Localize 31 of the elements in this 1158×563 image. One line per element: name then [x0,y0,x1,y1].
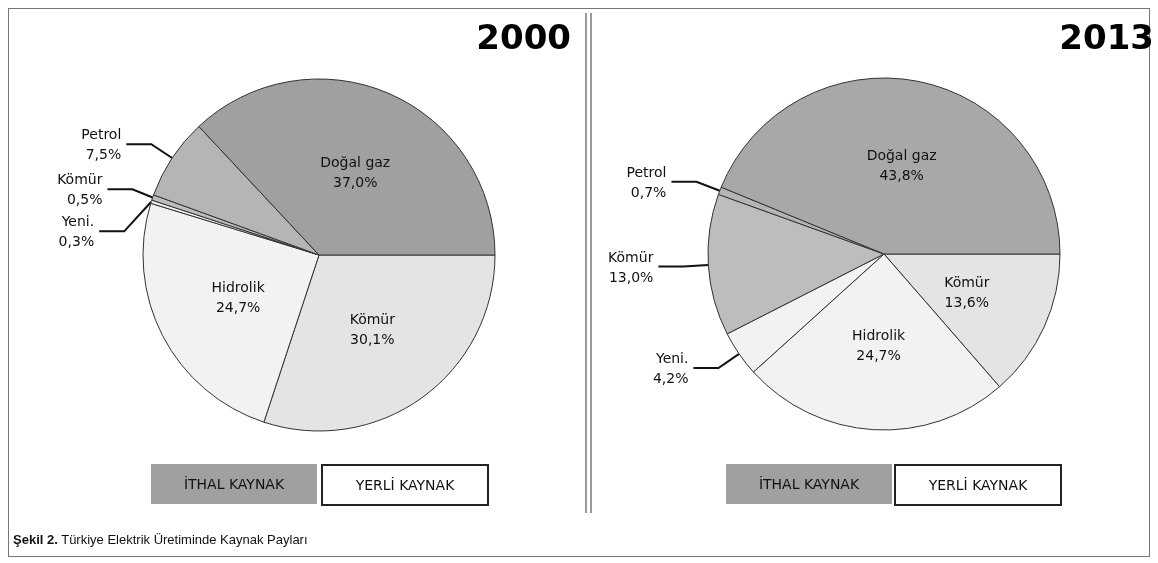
slice-label: Hidrolik [851,326,907,343]
data-label: 30,1% [350,330,395,347]
slice-label: Doğal gaz [866,146,937,163]
data-label: 4,2% [652,370,689,387]
text: YERLİ KAYNAK [927,476,1029,493]
slice-label: Kömür [349,310,396,327]
slice-label: Yeni. [654,350,689,367]
data-label: 0,7% [630,183,667,200]
slice-label: Doğal gaz [320,153,391,170]
slice-label: Kömür [57,171,103,188]
chart-title: 2000 [476,17,572,57]
data-label: 13,0% [608,268,654,285]
slice-label: Hidrolik [211,278,266,295]
data-label: 0,3% [58,233,95,250]
text: YERLİ KAYNAK [354,476,456,493]
data-label: 24,7% [215,298,261,315]
slice-label: Kömür [944,273,990,290]
data-label: 24,7% [856,346,901,363]
slice-label: Kömür [608,248,654,265]
text: Şekil 2. Türkiye Elektrik Üretiminde Kaynak Payları [13,532,308,547]
data-label: 37,0% [333,173,378,190]
data-label: 13,6% [944,293,990,310]
text: İTHAL KAYNAK [758,475,860,492]
slice-label: Yeni. [60,213,95,230]
slice-label: Petrol [626,163,667,180]
text: İTHAL KAYNAK [183,475,285,492]
data-label: 0,5% [66,191,103,208]
slice-label: Petrol [81,126,122,143]
data-label: 43,8% [879,166,924,183]
chart-title: 2013 [1059,17,1155,57]
data-label: 7,5% [85,146,122,163]
